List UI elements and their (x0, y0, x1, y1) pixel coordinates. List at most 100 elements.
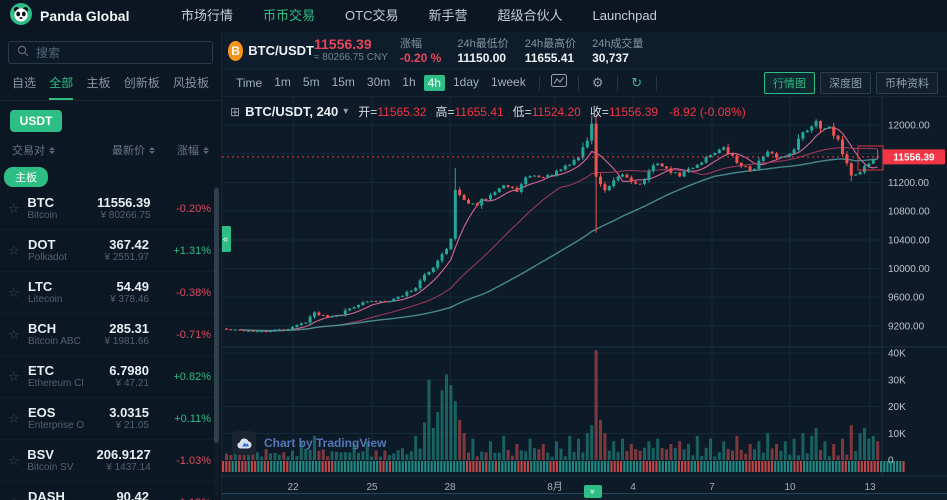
market-row-bsv[interactable]: ☆ BSV Bitcoin SV 206.9127 ¥ 1437.14 -1.03% (0, 440, 221, 482)
nav-item-otc[interactable]: OTC交易 (345, 7, 399, 23)
tab-venture-board[interactable]: 风投板 (172, 76, 209, 90)
ticker-last-price: 11556.39 (314, 36, 372, 52)
star-icon[interactable]: ☆ (8, 368, 20, 384)
toolbar-separator (655, 75, 657, 91)
board-tabs: 自选 全部 主板 创新板 风投板 (0, 64, 221, 101)
row-coin-name: Bitcoin SV (27, 461, 74, 473)
interval-15m[interactable]: 15m (331, 75, 355, 89)
sort-down-icon (49, 150, 55, 154)
market-row-dash[interactable]: ☆DASHDASH90.42¥ 628.02-1.18% (0, 482, 221, 500)
star-icon[interactable]: ☆ (8, 452, 20, 468)
row-cny-price: ¥ 2551.97 (104, 251, 150, 263)
tab-innovation-board[interactable]: 创新板 (123, 76, 160, 90)
row-change: +0.82% (173, 370, 211, 383)
star-icon[interactable]: ☆ (8, 326, 20, 342)
gear-icon[interactable]: ⚙ (591, 75, 604, 90)
market-row-ltc[interactable]: ☆ LTC Litecoin 54.49 ¥ 378.46 -0.38% (0, 272, 221, 314)
row-coin-name: Ethereum Cl (28, 377, 84, 389)
toolbar-separator (577, 75, 579, 91)
star-icon[interactable]: ☆ (8, 242, 20, 258)
quote-usdt-button[interactable]: USDT (10, 110, 62, 132)
grid-icon[interactable]: ⊞ (230, 104, 241, 119)
chart-symbol-label[interactable]: BTC/USDT, 240 (245, 104, 339, 119)
nav-item-market[interactable]: 市场行情 (181, 7, 234, 23)
row-cny-price: ¥ 1437.14 (106, 461, 151, 473)
sidebar-scrollbar[interactable] (214, 184, 219, 496)
candlestick-chart[interactable]: 12000.0011600.0011200.0010800.0010400.00… (222, 97, 947, 500)
sort-icon[interactable] (49, 146, 55, 154)
brand[interactable]: Panda Global (0, 3, 166, 28)
low-label: 低= (512, 105, 532, 119)
tab-favorites[interactable]: 自选 (12, 76, 37, 90)
interval-30m[interactable]: 30m (366, 75, 391, 89)
interval-1h[interactable]: 1h (402, 75, 416, 89)
ticker-change-col: 涨幅 -0.20 % (400, 37, 441, 65)
market-row-eos[interactable]: ☆ EOS Enterprise O 3.0315 ¥ 21.05 +0.11% (0, 398, 221, 440)
view-tab-price-chart[interactable]: 行情图 (764, 72, 815, 94)
star-icon[interactable]: ☆ (8, 200, 20, 216)
row-change: -1.03% (176, 454, 211, 467)
row-coin-name: Polkadot (28, 251, 67, 263)
nav-item-launchpad[interactable]: Launchpad (592, 7, 657, 23)
view-tab-group: 行情图 深度图 币种资料 (764, 72, 939, 94)
row-change: -0.38% (176, 286, 211, 299)
svg-text:12000.00: 12000.00 (888, 121, 930, 132)
interval-4h[interactable]: 4h (423, 75, 445, 91)
row-coin-name: Bitcoin ABC (28, 335, 81, 347)
row-symbol: EOS (28, 405, 56, 420)
search-input[interactable] (36, 45, 186, 60)
sort-up-icon (203, 146, 209, 150)
caret-down-icon[interactable]: ▾ (343, 106, 349, 117)
group-badge-row: 主板 (0, 164, 221, 188)
nav-item-newbie[interactable]: 新手营 (428, 7, 468, 23)
interval-1day[interactable]: 1day (452, 75, 480, 89)
tab-all[interactable]: 全部 (49, 74, 74, 100)
sort-icon[interactable] (149, 146, 155, 154)
tab-main-board[interactable]: 主板 (86, 76, 111, 90)
sidebar-scrollbar-thumb[interactable] (214, 188, 219, 443)
high-label: 高= (435, 105, 455, 119)
header-change[interactable]: 涨幅 (155, 142, 209, 158)
market-row-btc[interactable]: ☆ BTC Bitcoin 11556.39 ¥ 80266.75 -0.20% (0, 188, 221, 230)
open-label: 开= (358, 105, 378, 119)
star-icon[interactable]: ☆ (8, 284, 20, 300)
search-box[interactable] (8, 41, 213, 64)
ticker-volume-value: 30,737 (592, 50, 629, 65)
row-last-price: 54.49 (116, 278, 149, 294)
row-symbol: BTC (27, 195, 55, 210)
market-row-dot[interactable]: ☆ DOT Polkadot 367.42 ¥ 2551.97 +1.31% (0, 230, 221, 272)
header-pair[interactable]: 交易对 (12, 142, 69, 158)
svg-text:10K: 10K (888, 429, 906, 440)
market-row-bch[interactable]: ☆ BCH Bitcoin ABC 285.31 ¥ 1981.66 -0.71% (0, 314, 221, 356)
tradingview-text: Chart by TradingView (264, 436, 387, 450)
row-last-price: 6.7980 (109, 362, 149, 378)
view-tab-coin-info[interactable]: 币种资料 (876, 72, 938, 94)
nav-item-trade[interactable]: 币币交易 (263, 7, 316, 23)
nav-item-partner[interactable]: 超级合伙人 (497, 7, 563, 23)
row-symbol: LTC (28, 279, 53, 294)
star-icon[interactable]: ☆ (8, 410, 20, 426)
interval-5m[interactable]: 5m (302, 75, 320, 89)
camera-icon[interactable] (547, 73, 571, 93)
pair-block: LTC Litecoin (28, 280, 100, 306)
ticker-volume-label: 24h成交量 (592, 37, 644, 50)
svg-text:20K: 20K (888, 402, 906, 413)
header-price[interactable]: 最新价 (69, 142, 155, 158)
row-symbol: ETC (28, 363, 54, 378)
sort-icon[interactable] (203, 146, 209, 154)
market-list: ☆ BTC Bitcoin 11556.39 ¥ 80266.75 -0.20% ☆ DOT P… (0, 188, 221, 500)
star-icon[interactable]: ☆ (8, 495, 28, 500)
toolbar-separator (616, 75, 618, 91)
interval-1week[interactable]: 1week (491, 75, 526, 89)
view-tab-depth-chart[interactable]: 深度图 (820, 72, 871, 94)
refresh-icon[interactable]: ↻ (631, 75, 643, 90)
quote-filter-row: USDT (0, 101, 221, 139)
row-coin-name: Litecoin (28, 293, 63, 305)
market-row-etc[interactable]: ☆ ETC Ethereum Cl 6.7980 ¥ 47.21 +0.82% (0, 356, 221, 398)
interval-1m[interactable]: 1m (274, 75, 291, 89)
expand-panel-button[interactable]: » (584, 485, 602, 498)
close-value: 11556.39 (608, 105, 659, 119)
collapse-sidebar-button[interactable]: « (220, 226, 231, 252)
high-value: 11655.41 (454, 105, 504, 119)
sort-up-icon (49, 146, 55, 150)
